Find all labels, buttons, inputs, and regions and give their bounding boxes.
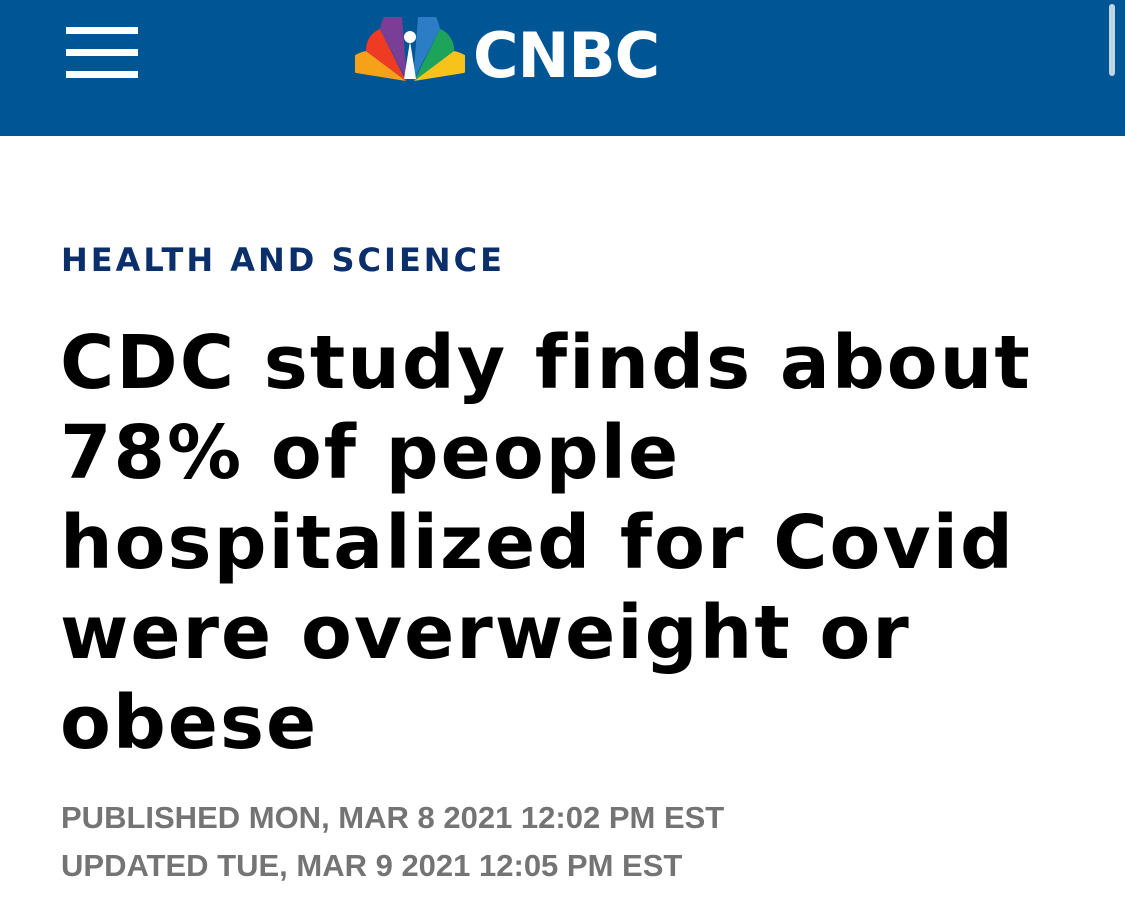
published-timestamp: PUBLISHED MON, MAR 8 2021 12:02 PM EST [61,800,725,835]
headline-line: were overweight or [60,590,911,676]
section-label[interactable]: HEALTH AND SCIENCE [61,241,505,279]
cnbc-logo[interactable]: CNBC [355,17,660,92]
updated-timestamp: UPDATED TUE, MAR 9 2021 12:05 PM EST [61,848,683,883]
article-headline: CDC study finds about 78% of people hosp… [60,318,1060,768]
menu-bar [66,71,138,78]
headline-line: 78% of people [60,410,681,496]
site-header: CNBC [0,0,1125,136]
nbc-peacock-icon [355,17,465,81]
scrollbar[interactable] [1109,4,1115,76]
menu-bar [66,49,138,56]
hamburger-menu-icon[interactable] [66,27,138,79]
headline-line: obese [60,680,319,766]
headline-line: CDC study finds about [60,320,1032,406]
menu-bar [66,27,138,34]
brand-wordmark: CNBC [473,19,660,92]
headline-line: hospitalized for Covid [60,500,1015,586]
